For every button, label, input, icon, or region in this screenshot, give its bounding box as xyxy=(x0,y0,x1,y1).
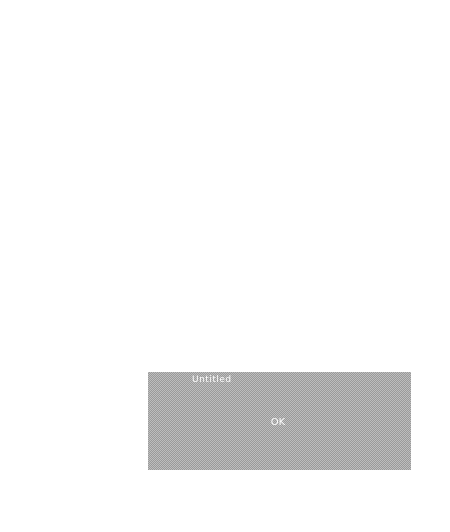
panel-title: Untitled xyxy=(192,375,232,385)
ok-button[interactable]: OK xyxy=(248,415,308,431)
dithered-dialog-panel: Untitled OK xyxy=(148,372,411,470)
